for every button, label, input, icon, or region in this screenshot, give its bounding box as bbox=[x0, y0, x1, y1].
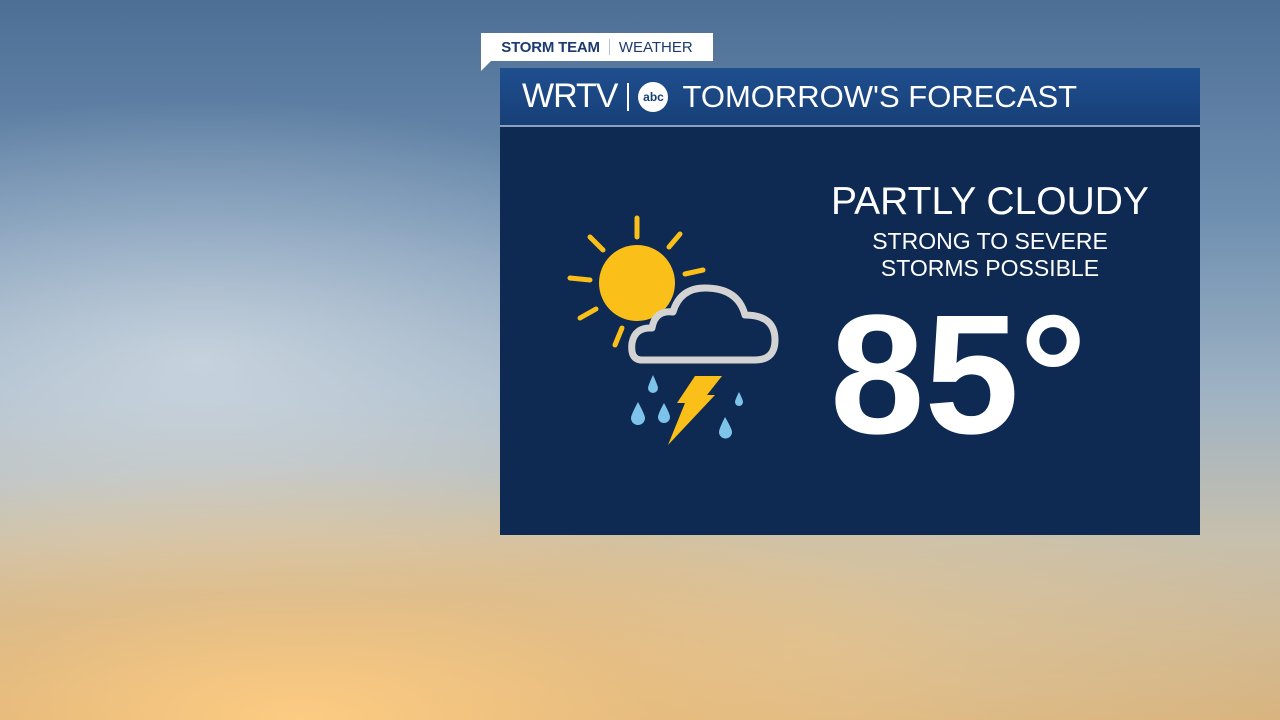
detail-line-2: STORMS POSSIBLE bbox=[880, 255, 1100, 281]
tag-weather: WEATHER bbox=[618, 38, 693, 56]
page-title: TOMORROW'S FORECAST bbox=[682, 78, 1078, 114]
station-logo: WRTV bbox=[522, 77, 618, 115]
condition-block: PARTLY CLOUDY STRONG TO SEVERE STORMS PO… bbox=[790, 180, 1190, 282]
tag-tail bbox=[481, 61, 491, 71]
tag-storm-team: STORM TEAM bbox=[501, 38, 600, 56]
condition-text: PARTLY CLOUDY bbox=[831, 180, 1149, 223]
storm-team-weather-tag: STORM TEAM WEATHER bbox=[481, 33, 713, 61]
panel-header: WRTV abc TOMORROW'S FORECAST bbox=[500, 68, 1200, 127]
sun-icon bbox=[599, 245, 675, 321]
cloud-icon bbox=[628, 284, 779, 364]
divider bbox=[627, 82, 630, 111]
detail-line-1: STRONG TO SEVERE bbox=[872, 228, 1108, 254]
forecast-panel: WRTV abc TOMORROW'S FORECAST PARTLY CLOU… bbox=[500, 68, 1200, 535]
rain-drops bbox=[631, 375, 743, 439]
sun-rays bbox=[567, 215, 706, 348]
partly-cloudy-thunderstorm-icon bbox=[567, 215, 779, 445]
lightning-icon bbox=[668, 376, 722, 445]
temperature: 85° bbox=[830, 280, 1088, 470]
abc-logo: abc bbox=[638, 81, 669, 112]
divider bbox=[608, 39, 610, 55]
